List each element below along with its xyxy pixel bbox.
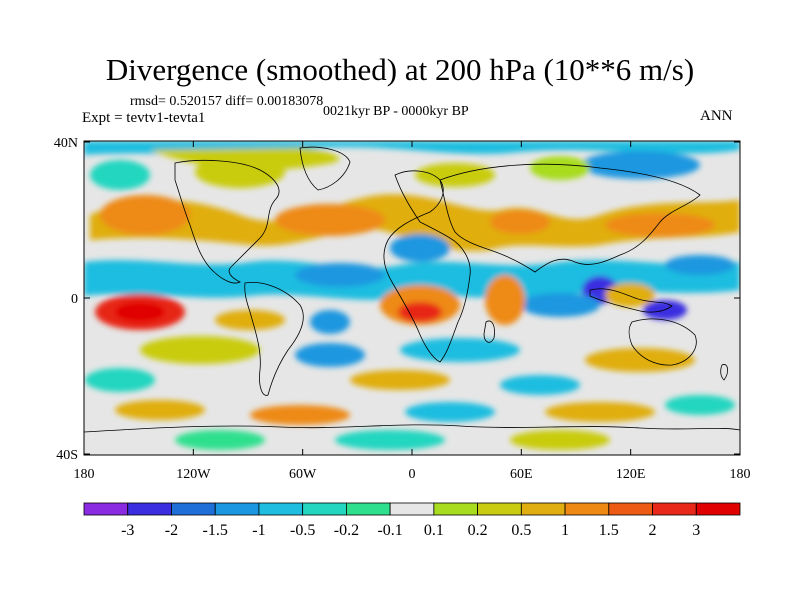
colorbar-swatch <box>564 502 610 516</box>
map-title: Divergence (smoothed) at 200 hPa (10**6 … <box>105 52 695 87</box>
period-text: 0021kyr BP - 0000kyr BP <box>323 104 469 119</box>
colorbar-label: -0.1 <box>377 522 402 539</box>
lon-tick-label: 120W <box>176 467 211 482</box>
colorbar-label: 0.1 <box>424 522 444 539</box>
field-region <box>115 302 165 322</box>
field-region <box>605 213 715 237</box>
field-region <box>250 405 350 425</box>
field-region <box>398 302 442 322</box>
lon-tick-label: 60E <box>510 467 533 482</box>
colorbar-label: 1 <box>561 522 569 539</box>
colorbar-swatch <box>520 502 566 516</box>
coast-asia <box>439 163 701 273</box>
colorbar-label: 1.5 <box>599 522 619 539</box>
coast-north-america <box>174 160 280 284</box>
field-region <box>90 194 740 251</box>
colorbar-label: 0.2 <box>468 522 488 539</box>
colorbar-label: -3 <box>121 522 134 539</box>
coastlines <box>84 146 740 433</box>
lon-tick-label: 180 <box>730 467 751 482</box>
field-region <box>665 395 735 415</box>
coast-australia <box>628 318 697 366</box>
lon-tick-label: 60W <box>289 467 317 482</box>
colorbar-swatch <box>389 502 435 516</box>
lat-tick-label: 40S <box>56 448 78 463</box>
colorbar-label: -1.5 <box>203 522 228 539</box>
field-region <box>545 402 655 422</box>
map-field <box>84 141 740 455</box>
colorbar-swatch <box>302 502 347 516</box>
field-region <box>490 210 550 234</box>
field-region <box>585 348 695 372</box>
colorbar-label: -0.5 <box>290 522 315 539</box>
field-region <box>510 430 610 450</box>
field-region <box>580 151 700 179</box>
field-region <box>390 234 450 262</box>
season-label: ANN <box>700 108 733 124</box>
colorbar-label: -1 <box>252 522 265 539</box>
lon-tick-label: 0 <box>409 467 416 482</box>
colorbar-swatch <box>608 502 653 516</box>
field-region <box>530 156 590 180</box>
field-region <box>400 338 520 362</box>
field-region <box>605 283 655 307</box>
colorbar-swatch <box>345 502 391 516</box>
stats-text: rmsd= 0.520157 diff= 0.00183078 <box>130 94 324 109</box>
coast-europe-africa <box>383 170 471 363</box>
field-region <box>275 204 385 236</box>
colorbar-label: 3 <box>692 522 700 539</box>
colorbar-label: 0.5 <box>511 522 531 539</box>
lon-tick-label: 180 <box>74 467 95 482</box>
experiment-label: Expt = tevtv1-tevta1 <box>82 110 206 126</box>
coast-greenland <box>299 146 351 191</box>
field-region <box>85 368 155 392</box>
field-region <box>100 195 190 235</box>
colorbar-swatch <box>83 502 129 516</box>
field-region <box>485 275 525 325</box>
field-region <box>310 310 350 334</box>
coast-south-america <box>244 282 304 396</box>
colorbar: -3 -2 -1.5 -1 -0.5 -0.2 -0.1 0.1 0.2 0.5 1 1.5 2 3 <box>83 502 741 539</box>
field-region <box>140 336 260 364</box>
lon-axis: 180 120W 60W 0 60E 120E 180 <box>74 141 751 482</box>
field-region <box>520 293 600 317</box>
field-region <box>195 156 285 188</box>
colorbar-swatch <box>695 502 741 516</box>
field-region <box>665 255 735 275</box>
lat-tick-label: 0 <box>71 292 78 307</box>
lat-axis: 80N40N040S80S <box>54 136 740 463</box>
lat-tick-label: 40N <box>54 136 78 151</box>
colorbar-swatch <box>652 502 697 516</box>
coast-new-zealand <box>720 364 728 381</box>
field-region <box>500 375 580 395</box>
field-region <box>405 402 495 422</box>
field-region <box>295 343 365 367</box>
field-region <box>350 370 450 390</box>
field-region <box>215 310 285 330</box>
colorbar-label: 2 <box>649 522 657 539</box>
colorbar-label: -2 <box>165 522 178 539</box>
coast-madagascar <box>483 320 495 343</box>
colorbar-swatch <box>127 502 172 516</box>
colorbar-swatch <box>171 502 216 516</box>
coast-maritime-continent <box>589 288 673 313</box>
colorbar-swatch <box>433 502 479 516</box>
field-region <box>84 260 740 300</box>
colorbar-swatch <box>477 502 522 516</box>
lon-tick-label: 120E <box>616 467 646 482</box>
field-region <box>175 430 265 450</box>
field-region <box>90 160 150 190</box>
field-region <box>335 430 445 450</box>
colorbar-label: -0.2 <box>334 522 359 539</box>
colorbar-swatch <box>214 502 260 516</box>
field-region <box>115 400 205 420</box>
colorbar-swatch <box>258 502 304 516</box>
coast-antarctica <box>84 424 740 433</box>
field-region <box>295 263 385 287</box>
